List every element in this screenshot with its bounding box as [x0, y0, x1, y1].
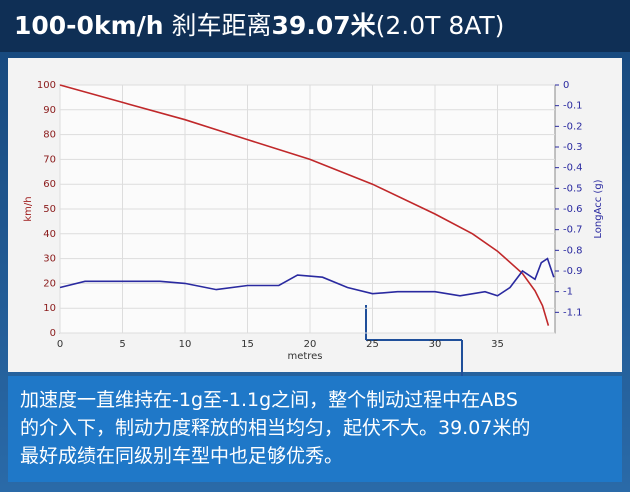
series-line	[59, 84, 550, 326]
y2-tick-label: -0.1	[563, 101, 583, 112]
y2-tick-label: -1.1	[563, 307, 583, 318]
caption: 加速度一直维持在-1g至-1.1g之间，整个制动过程中在ABS 的介入下，制动力度…	[8, 376, 622, 482]
y2-tick-label: 0	[563, 80, 569, 91]
x-tick-label: 25	[366, 339, 379, 350]
y-label: km/h	[23, 196, 34, 221]
y-tick-label: 10	[43, 303, 56, 314]
y2-label: LongAcc (g)	[593, 179, 604, 238]
x-label: metres	[287, 351, 322, 362]
y-tick-label: 70	[43, 154, 56, 165]
y-tick-label: 80	[43, 130, 56, 141]
caption-line: 的介入下，制动力度释放的相当均匀，起伏不大。39.07米的	[20, 417, 531, 439]
y2-tick-label: -0.9	[563, 266, 583, 277]
header-part: 刹车距离	[171, 11, 272, 40]
y-tick-label: 20	[43, 278, 56, 289]
x-tick-label: 35	[491, 339, 504, 350]
y-tick-label: 50	[43, 204, 56, 215]
x-tick-label: 10	[179, 339, 192, 350]
header-part: (2.0T 8AT)	[375, 11, 505, 40]
x-tick-label: 30	[429, 339, 442, 350]
x-tick-label: 20	[304, 339, 317, 350]
header-part: 39.07米	[271, 11, 376, 40]
caption-line: 最好成绩在同级别车型中也足够优秀。	[20, 445, 344, 467]
x-tick-label: 5	[119, 339, 125, 350]
y-tick-label: 40	[43, 229, 56, 240]
y2-tick-label: -0.3	[563, 142, 583, 153]
y2-tick-label: -0.2	[563, 121, 583, 132]
y-tick-label: 60	[43, 179, 56, 190]
y2-tick-label: -0.8	[563, 245, 583, 256]
y-tick-label: 90	[43, 105, 56, 116]
x-tick-label: 15	[241, 339, 254, 350]
y-tick-label: 0	[50, 328, 56, 339]
y2-tick-label: -0.4	[563, 163, 583, 174]
y2-tick-label: -0.7	[563, 225, 583, 236]
x-tick-label: 0	[57, 339, 63, 350]
series-line	[59, 257, 555, 297]
header: 100-0km/h 刹车距离39.07米(2.0T 8AT)	[0, 0, 630, 52]
y-tick-label: 30	[43, 254, 56, 265]
header-part: 100-0km/h	[14, 11, 164, 40]
caption-line: 加速度一直维持在-1g至-1.1g之间，整个制动过程中在ABS	[20, 389, 518, 411]
y2-tick-label: -0.6	[563, 204, 583, 215]
y-tick-label: 100	[37, 80, 56, 91]
y2-tick-label: -1	[563, 287, 573, 298]
y2-tick-label: -0.5	[563, 183, 583, 194]
